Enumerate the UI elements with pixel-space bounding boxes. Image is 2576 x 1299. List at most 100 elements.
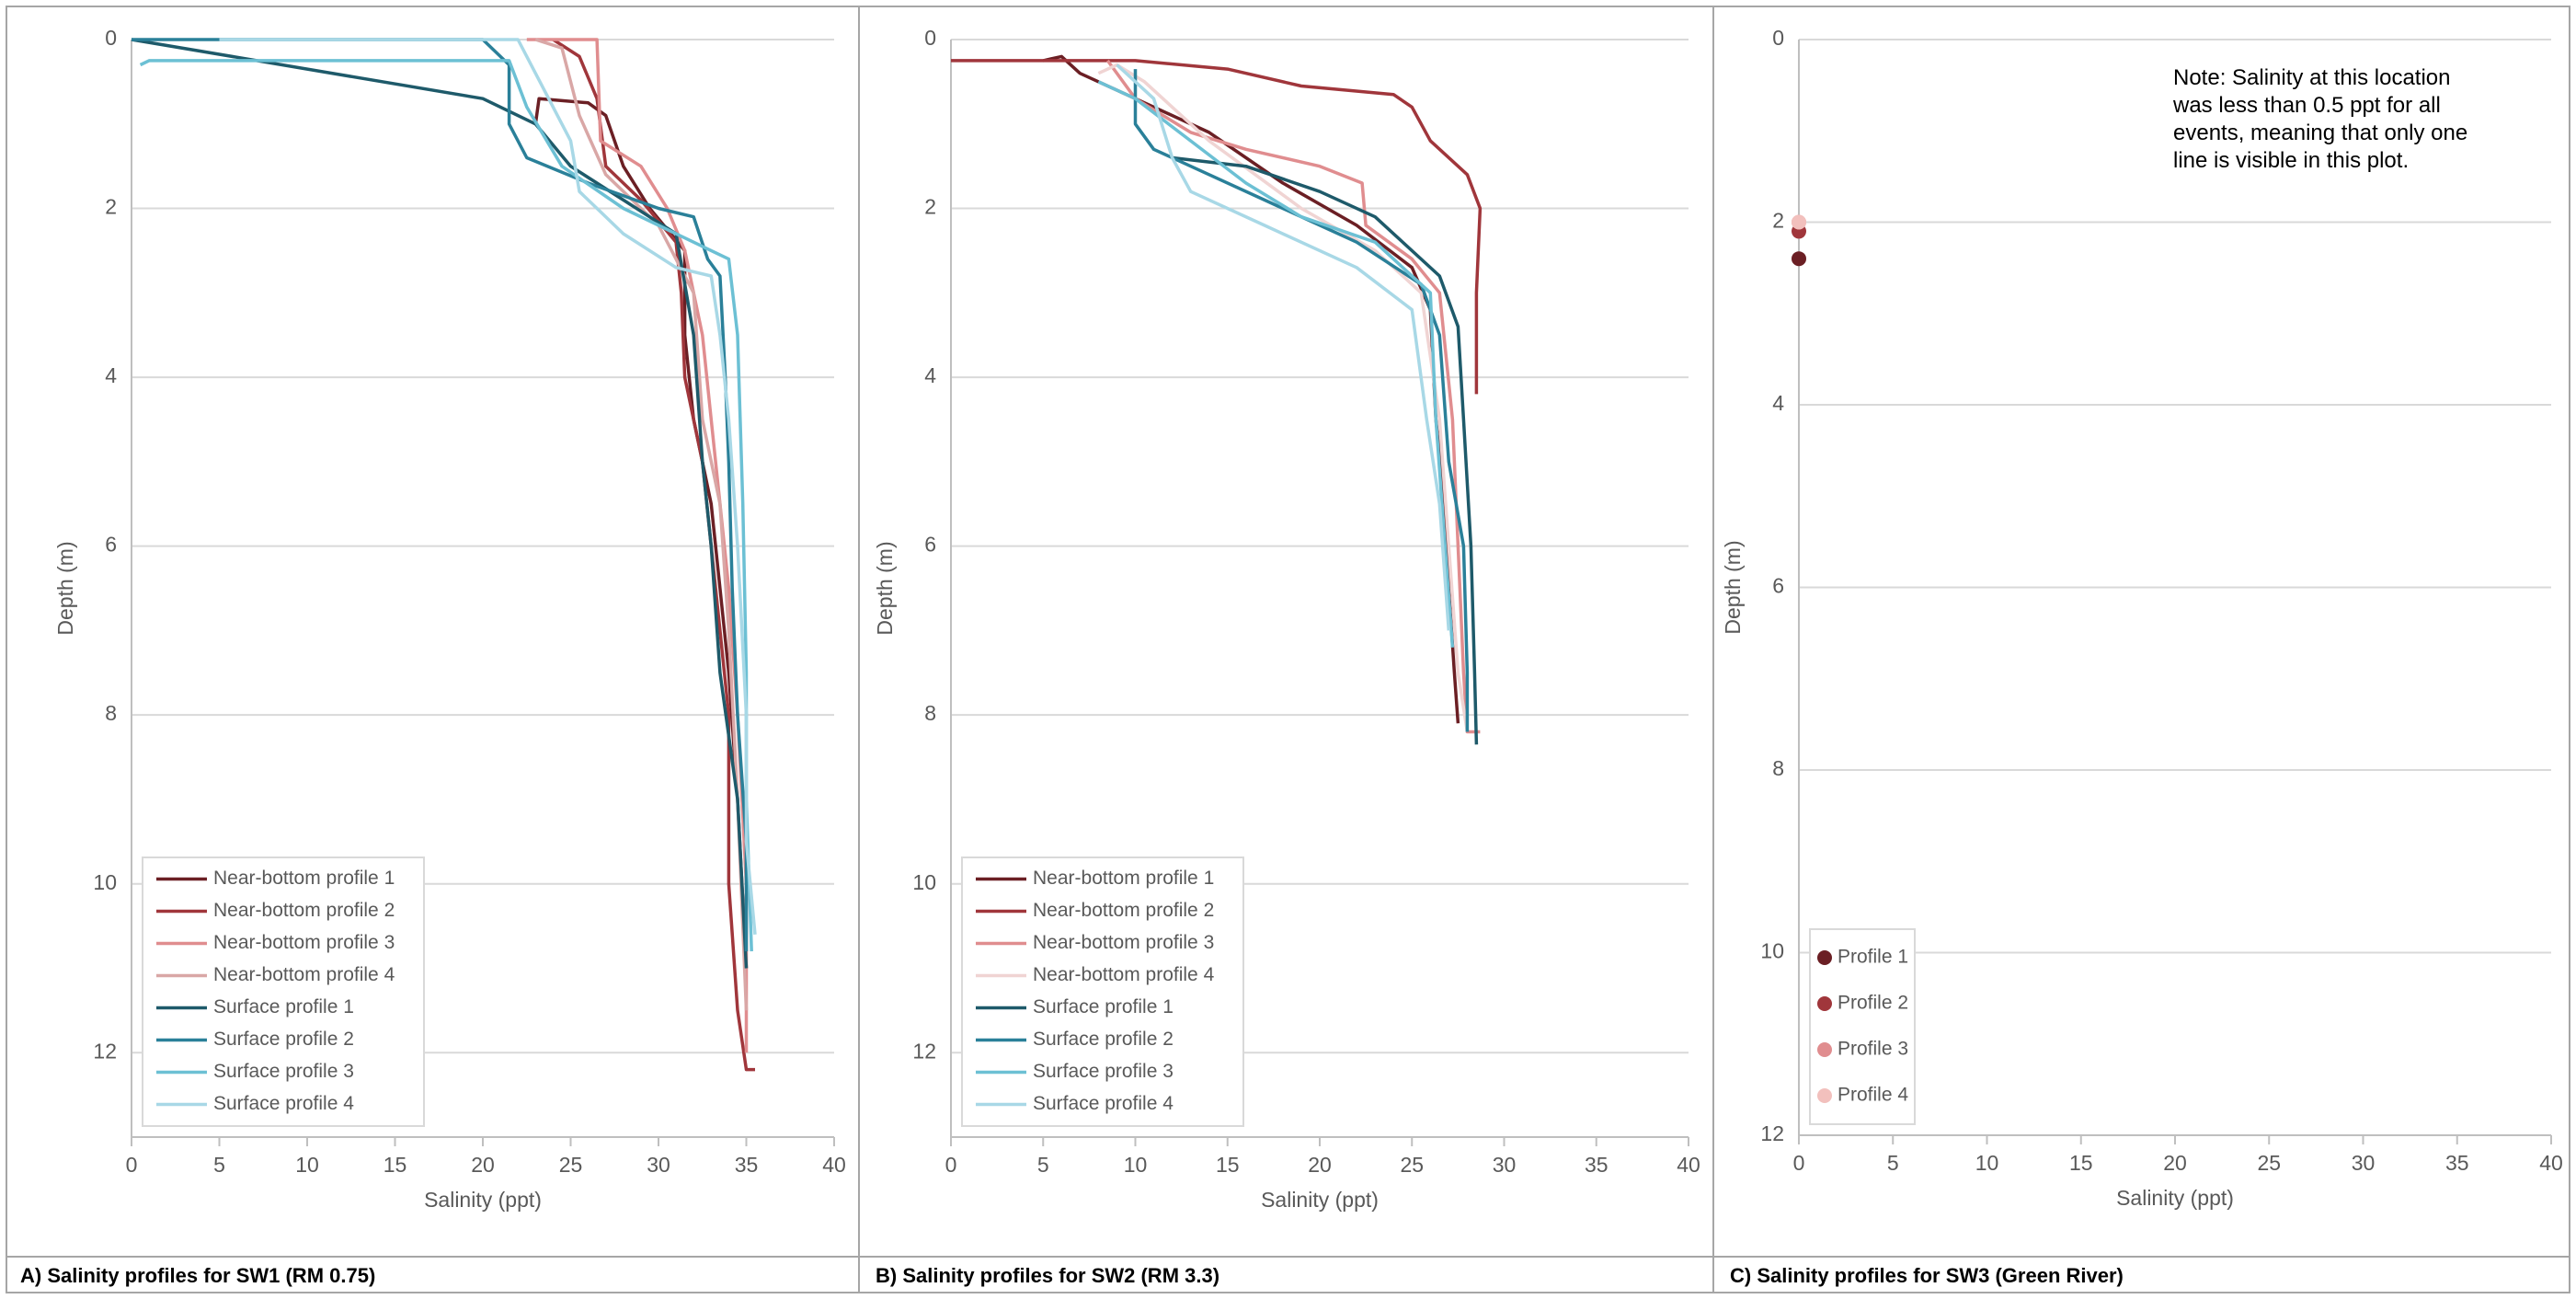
y-tick-label: 6	[924, 533, 936, 557]
y-tick-label: 8	[1772, 756, 1784, 780]
legend-swatch	[1817, 950, 1832, 965]
x-tick-label: 10	[295, 1153, 319, 1177]
y-tick-label: 12	[93, 1039, 117, 1063]
x-tick-label: 30	[1493, 1153, 1517, 1177]
legend-label: Surface profile 3	[1033, 1061, 1174, 1082]
legend-label: Surface profile 2	[1033, 1029, 1174, 1050]
y-tick-label: 4	[105, 363, 117, 387]
x-tick-label: 15	[2069, 1151, 2093, 1175]
profile-line	[951, 59, 1483, 395]
profile-line	[139, 59, 753, 952]
y-tick-label: 2	[1772, 209, 1784, 233]
x-tick-label: 40	[2539, 1151, 2563, 1175]
x-tick-label: 5	[213, 1153, 225, 1177]
x-tick-label: 0	[126, 1153, 138, 1177]
y-tick-label: 6	[105, 533, 117, 557]
x-tick-label: 25	[559, 1153, 583, 1177]
x-tick-label: 10	[1975, 1151, 1999, 1175]
profile-line	[1116, 63, 1451, 631]
profile-line	[131, 38, 749, 969]
y-axis-label: Depth (m)	[873, 541, 897, 635]
annotation: Note: Salinity at this location was less…	[2173, 65, 2468, 173]
x-tick-label: 15	[384, 1153, 407, 1177]
legend-label: Surface profile 4	[1033, 1093, 1174, 1114]
legend-label: Near-bottom profile 2	[1033, 900, 1214, 921]
profile-line	[534, 38, 749, 1011]
y-tick-label: 6	[1772, 574, 1784, 598]
x-tick-label: 10	[1124, 1153, 1148, 1177]
y-tick-label: 0	[924, 26, 936, 50]
legend-label: Profile 3	[1838, 1039, 1908, 1060]
legend-label: Near-bottom profile 4	[1033, 964, 1215, 985]
profile-line	[1042, 54, 1460, 724]
y-tick-label: 10	[1760, 939, 1784, 963]
profile-line	[1097, 80, 1455, 648]
y-tick-label: 12	[1760, 1121, 1784, 1145]
x-tick-label: 25	[2257, 1151, 2281, 1175]
legend-label: Surface profile 2	[213, 1029, 354, 1050]
y-tick-label: 12	[912, 1039, 936, 1063]
y-axis-label: Depth (m)	[1721, 540, 1745, 634]
y-tick-label: 4	[1772, 391, 1784, 415]
x-tick-label: 30	[2352, 1151, 2376, 1175]
legend-label: Near-bottom profile 3	[1033, 932, 1214, 953]
legend-label: Surface profile 4	[213, 1093, 354, 1114]
legend-label: Profile 1	[1838, 947, 1908, 968]
y-tick-label: 2	[924, 195, 936, 219]
caption: B) Salinity profiles for SW2 (RM 3.3)	[876, 1264, 1219, 1287]
x-tick-label: 20	[2163, 1151, 2187, 1175]
x-tick-label: 40	[822, 1153, 846, 1177]
legend-label: Profile 4	[1838, 1085, 1908, 1106]
legend-swatch	[1817, 996, 1832, 1011]
x-axis-label: Salinity (ppt)	[2116, 1186, 2234, 1210]
profile-line	[219, 38, 757, 935]
legend-label: Profile 2	[1838, 993, 1908, 1014]
x-tick-label: 0	[945, 1153, 957, 1177]
legend-box	[142, 856, 425, 1127]
legend-label: Surface profile 1	[213, 996, 354, 1017]
x-tick-label: 35	[2445, 1151, 2469, 1175]
x-tick-label: 5	[1037, 1153, 1049, 1177]
profile-line	[1097, 63, 1470, 732]
profile-line	[1172, 155, 1479, 745]
x-tick-label: 20	[1308, 1153, 1332, 1177]
y-tick-label: 10	[93, 870, 117, 894]
profile-line	[533, 97, 749, 969]
legend-label: Near-bottom profile 1	[213, 868, 395, 889]
y-tick-label: 10	[912, 870, 936, 894]
legend-label: Near-bottom profile 2	[213, 900, 395, 921]
y-tick-label: 4	[924, 363, 936, 387]
y-tick-label: 8	[924, 701, 936, 725]
legend-swatch	[1817, 1088, 1832, 1103]
legend-label: Surface profile 3	[213, 1061, 354, 1082]
y-tick-label: 0	[1772, 26, 1784, 50]
legend-label: Surface profile 1	[1033, 996, 1174, 1017]
x-tick-label: 20	[471, 1153, 495, 1177]
x-tick-label: 15	[1216, 1153, 1240, 1177]
frame	[6, 6, 2570, 1293]
y-tick-label: 0	[105, 26, 117, 50]
x-tick-label: 35	[1585, 1153, 1609, 1177]
y-tick-label: 2	[105, 195, 117, 219]
profile-line	[132, 38, 749, 952]
y-axis-label: Depth (m)	[53, 541, 77, 635]
x-tick-label: 5	[1887, 1151, 1899, 1175]
x-tick-label: 0	[1793, 1151, 1805, 1175]
x-tick-label: 30	[647, 1153, 670, 1177]
y-tick-label: 8	[105, 701, 117, 725]
profile-point	[1792, 214, 1806, 230]
caption: C) Salinity profiles for SW3 (Green Rive…	[1730, 1264, 2124, 1287]
legend-box	[961, 856, 1244, 1127]
profile-point	[1792, 251, 1806, 267]
legend-label: Near-bottom profile 1	[1033, 868, 1214, 889]
legend-label: Near-bottom profile 3	[213, 932, 395, 953]
legend-swatch	[1817, 1042, 1832, 1057]
caption: A) Salinity profiles for SW1 (RM 0.75)	[20, 1264, 375, 1287]
profile-line	[1105, 59, 1481, 734]
x-tick-label: 35	[735, 1153, 759, 1177]
x-tick-label: 40	[1677, 1153, 1700, 1177]
x-axis-label: Salinity (ppt)	[424, 1188, 542, 1212]
x-axis-label: Salinity (ppt)	[1261, 1188, 1379, 1212]
